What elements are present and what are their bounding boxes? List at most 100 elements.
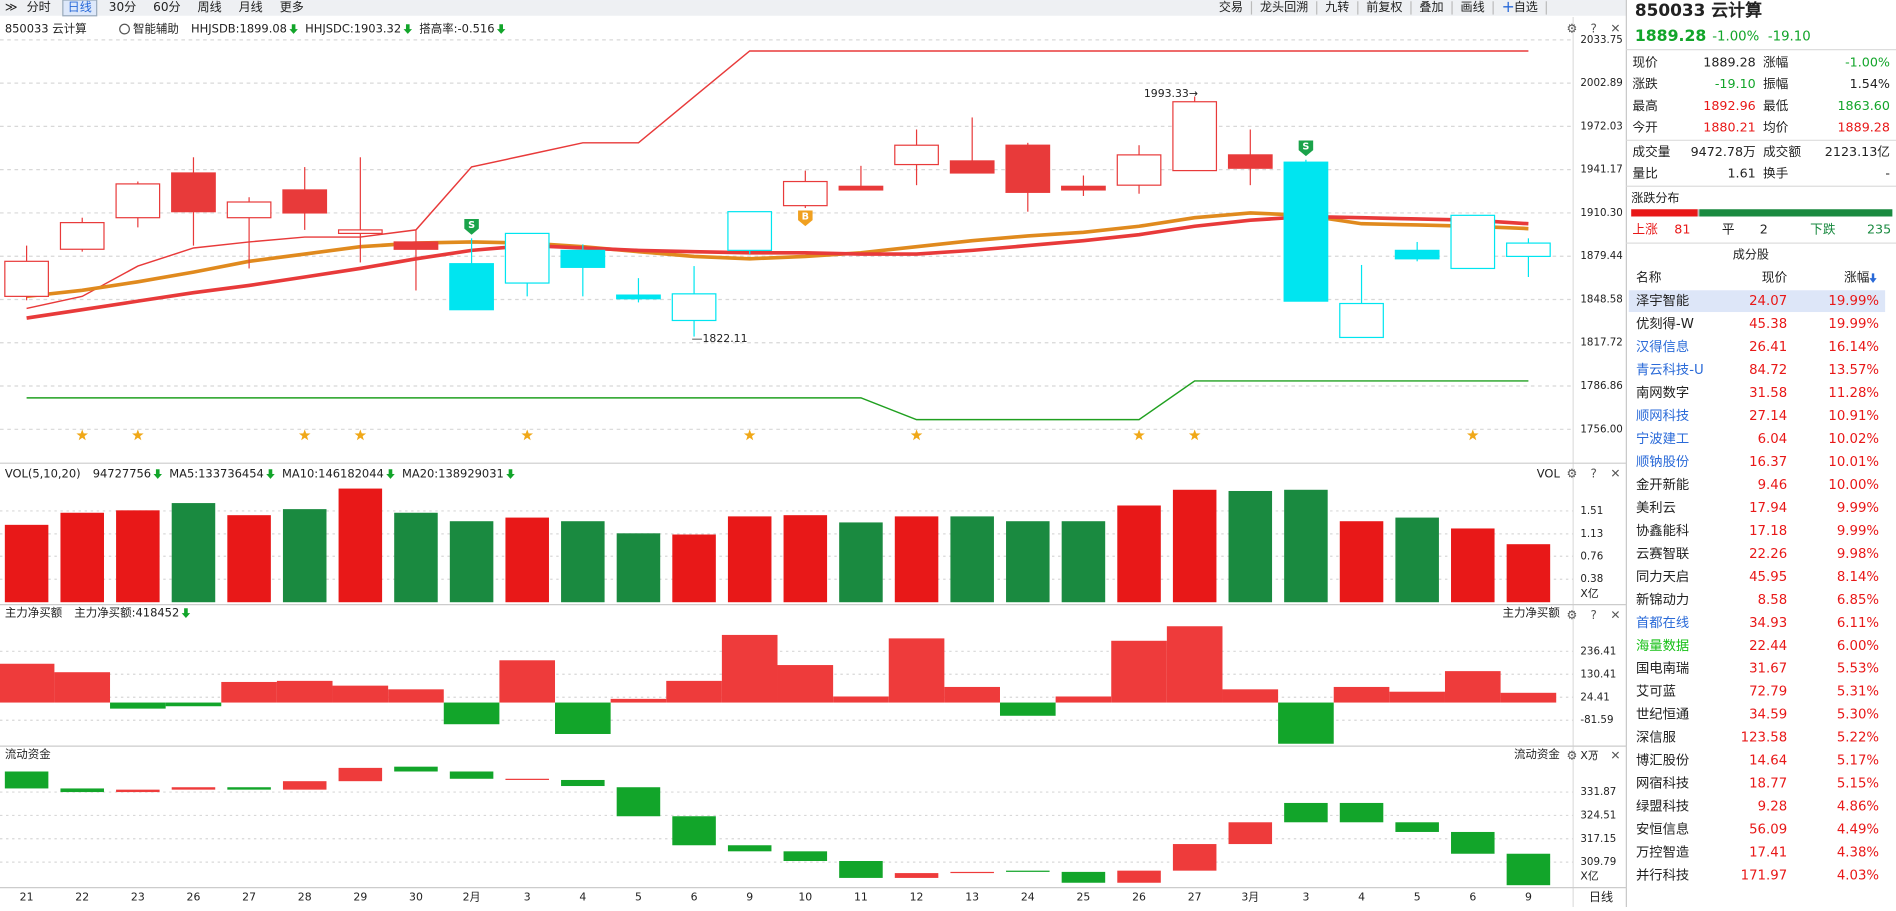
panel-icon[interactable]: ✕ [1610, 467, 1620, 481]
tool[interactable]: 九转 [1325, 0, 1349, 14]
bar [727, 516, 772, 603]
stock-name[interactable]: 南网数字 [1636, 385, 1689, 401]
tab[interactable]: 月线 [239, 0, 263, 14]
panel-icon[interactable]: ⚙ [1567, 748, 1578, 762]
toolbar [0, 0, 1627, 16]
bar [1506, 853, 1551, 886]
tab[interactable]: 周线 [198, 0, 222, 14]
stock-name[interactable]: 美利云 [1636, 500, 1676, 516]
panel-icon[interactable]: ? [1590, 748, 1596, 762]
stock-name[interactable]: 泽宇智能 [1636, 293, 1689, 309]
col-header[interactable]: 名称 [1636, 270, 1662, 285]
tool[interactable]: 交易 [1219, 0, 1243, 14]
x-tick-label: 12 [910, 890, 924, 903]
stock-name[interactable]: 网宿科技 [1636, 775, 1689, 792]
stock-name[interactable]: 新锦动力 [1636, 592, 1689, 608]
candle-body [226, 201, 272, 219]
panel-icon[interactable]: ✕ [1610, 22, 1620, 36]
stock-name[interactable]: 绿盟科技 [1636, 799, 1689, 815]
panel-icon[interactable]: ⚙ [1567, 467, 1578, 481]
stock-name[interactable]: 汉得信息 [1636, 338, 1689, 355]
tab[interactable]: 30分 [109, 0, 136, 14]
bar [505, 778, 549, 780]
tab[interactable]: 更多 [280, 0, 304, 14]
y-tick-label: 0.38 [1580, 573, 1603, 585]
star [132, 429, 144, 441]
x-tick-label: 4 [1358, 890, 1365, 903]
col-header[interactable]: 现价 [1762, 270, 1788, 285]
stat-value: -1.00% [1845, 54, 1890, 69]
stock-pct: 13.57% [1828, 363, 1879, 378]
stock-name[interactable]: 同力天启 [1636, 569, 1689, 585]
y-tick-label: 1972.03 [1580, 120, 1622, 132]
bar [888, 638, 945, 703]
tool[interactable]: 龙头回溯 [1260, 0, 1308, 14]
star [1188, 429, 1201, 441]
assist-label[interactable]: 智能辅助 [133, 22, 179, 36]
panel-icon[interactable]: ? [1590, 608, 1596, 622]
tool[interactable]: 前复权 [1366, 0, 1402, 14]
stock-name[interactable]: 艾可蓝 [1636, 684, 1676, 700]
stock-name[interactable]: 优刻得-W [1636, 315, 1694, 332]
panel-icon[interactable]: ⚙ [1567, 608, 1578, 622]
tool[interactable]: 叠加 [1419, 0, 1443, 14]
stock-name[interactable]: 博汇股份 [1636, 753, 1689, 769]
stock-price: 8.58 [1758, 593, 1788, 608]
bar [555, 702, 611, 734]
bar [1061, 871, 1106, 883]
dist-label: 平 [1722, 221, 1735, 236]
stock-name[interactable]: 协鑫能科 [1636, 522, 1689, 539]
x-tick-label: 23 [131, 890, 145, 903]
stock-price: 31.58 [1749, 386, 1787, 401]
stock-pct: 9.99% [1837, 501, 1879, 516]
period-label[interactable]: 日线 [1589, 890, 1613, 904]
down-arrow [506, 469, 515, 479]
stock-name[interactable]: 青云科技-U [1636, 362, 1704, 378]
stock-name[interactable]: 深信服 [1636, 730, 1676, 746]
y-tick-label: 1941.17 [1580, 164, 1622, 176]
stock-name[interactable]: 世纪恒通 [1636, 707, 1689, 723]
stock-name[interactable]: 顺钠股份 [1636, 454, 1689, 470]
stock-name[interactable]: 安恒信息 [1636, 821, 1689, 838]
panel-icon[interactable]: ✕ [1610, 608, 1620, 622]
bar [1389, 691, 1445, 703]
panel-icon[interactable]: ⚙ [1567, 22, 1578, 36]
stock-name[interactable]: 首都在线 [1636, 615, 1689, 631]
bar [227, 787, 271, 790]
stock-name[interactable]: 云赛智联 [1636, 546, 1689, 562]
down-arrow [386, 469, 395, 479]
stock-name[interactable]: 海量数据 [1636, 638, 1689, 654]
panel-icon[interactable]: ? [1590, 467, 1596, 481]
stock-name[interactable]: 并行科技 [1636, 868, 1689, 884]
stock-pct: 16.14% [1828, 340, 1879, 355]
stat-label: 成交量 [1632, 144, 1670, 159]
tool[interactable]: 自选 [1514, 0, 1538, 14]
candle-body [671, 293, 717, 322]
panel-icon[interactable]: ✕ [1610, 748, 1620, 762]
stock-name[interactable]: 宁波建工 [1636, 430, 1689, 447]
stock-name[interactable]: 国电南瑞 [1636, 661, 1689, 677]
tool[interactable]: 画线 [1461, 0, 1485, 14]
stock-name[interactable]: 顺网科技 [1636, 408, 1689, 424]
bar [894, 516, 939, 603]
col-header[interactable]: 涨幅 [1844, 270, 1870, 285]
bar [449, 521, 494, 603]
candle-body [1506, 242, 1551, 258]
stock-name[interactable]: 金开新能 [1636, 477, 1689, 493]
stat-value: 1892.96 [1703, 98, 1755, 113]
stock-price: 18.77 [1749, 777, 1787, 792]
candle-body [4, 260, 49, 297]
tab[interactable]: 60分 [153, 0, 180, 14]
bar [616, 533, 661, 603]
legend-text: HHJSDC:1903.32 [305, 22, 401, 36]
bar [950, 871, 994, 874]
y-tick-label: 1756.00 [1580, 423, 1622, 435]
stock-name[interactable]: 万控智造 [1636, 845, 1689, 861]
tab[interactable]: 分时 [27, 0, 51, 14]
y-tick-label: 1817.72 [1580, 337, 1622, 349]
plus: + [1502, 0, 1515, 16]
x-tick-label: 30 [409, 890, 423, 903]
panel-icon[interactable]: ? [1590, 22, 1596, 36]
tab[interactable]: 日线 [68, 0, 92, 14]
x-tick-label: 9 [1525, 890, 1532, 903]
